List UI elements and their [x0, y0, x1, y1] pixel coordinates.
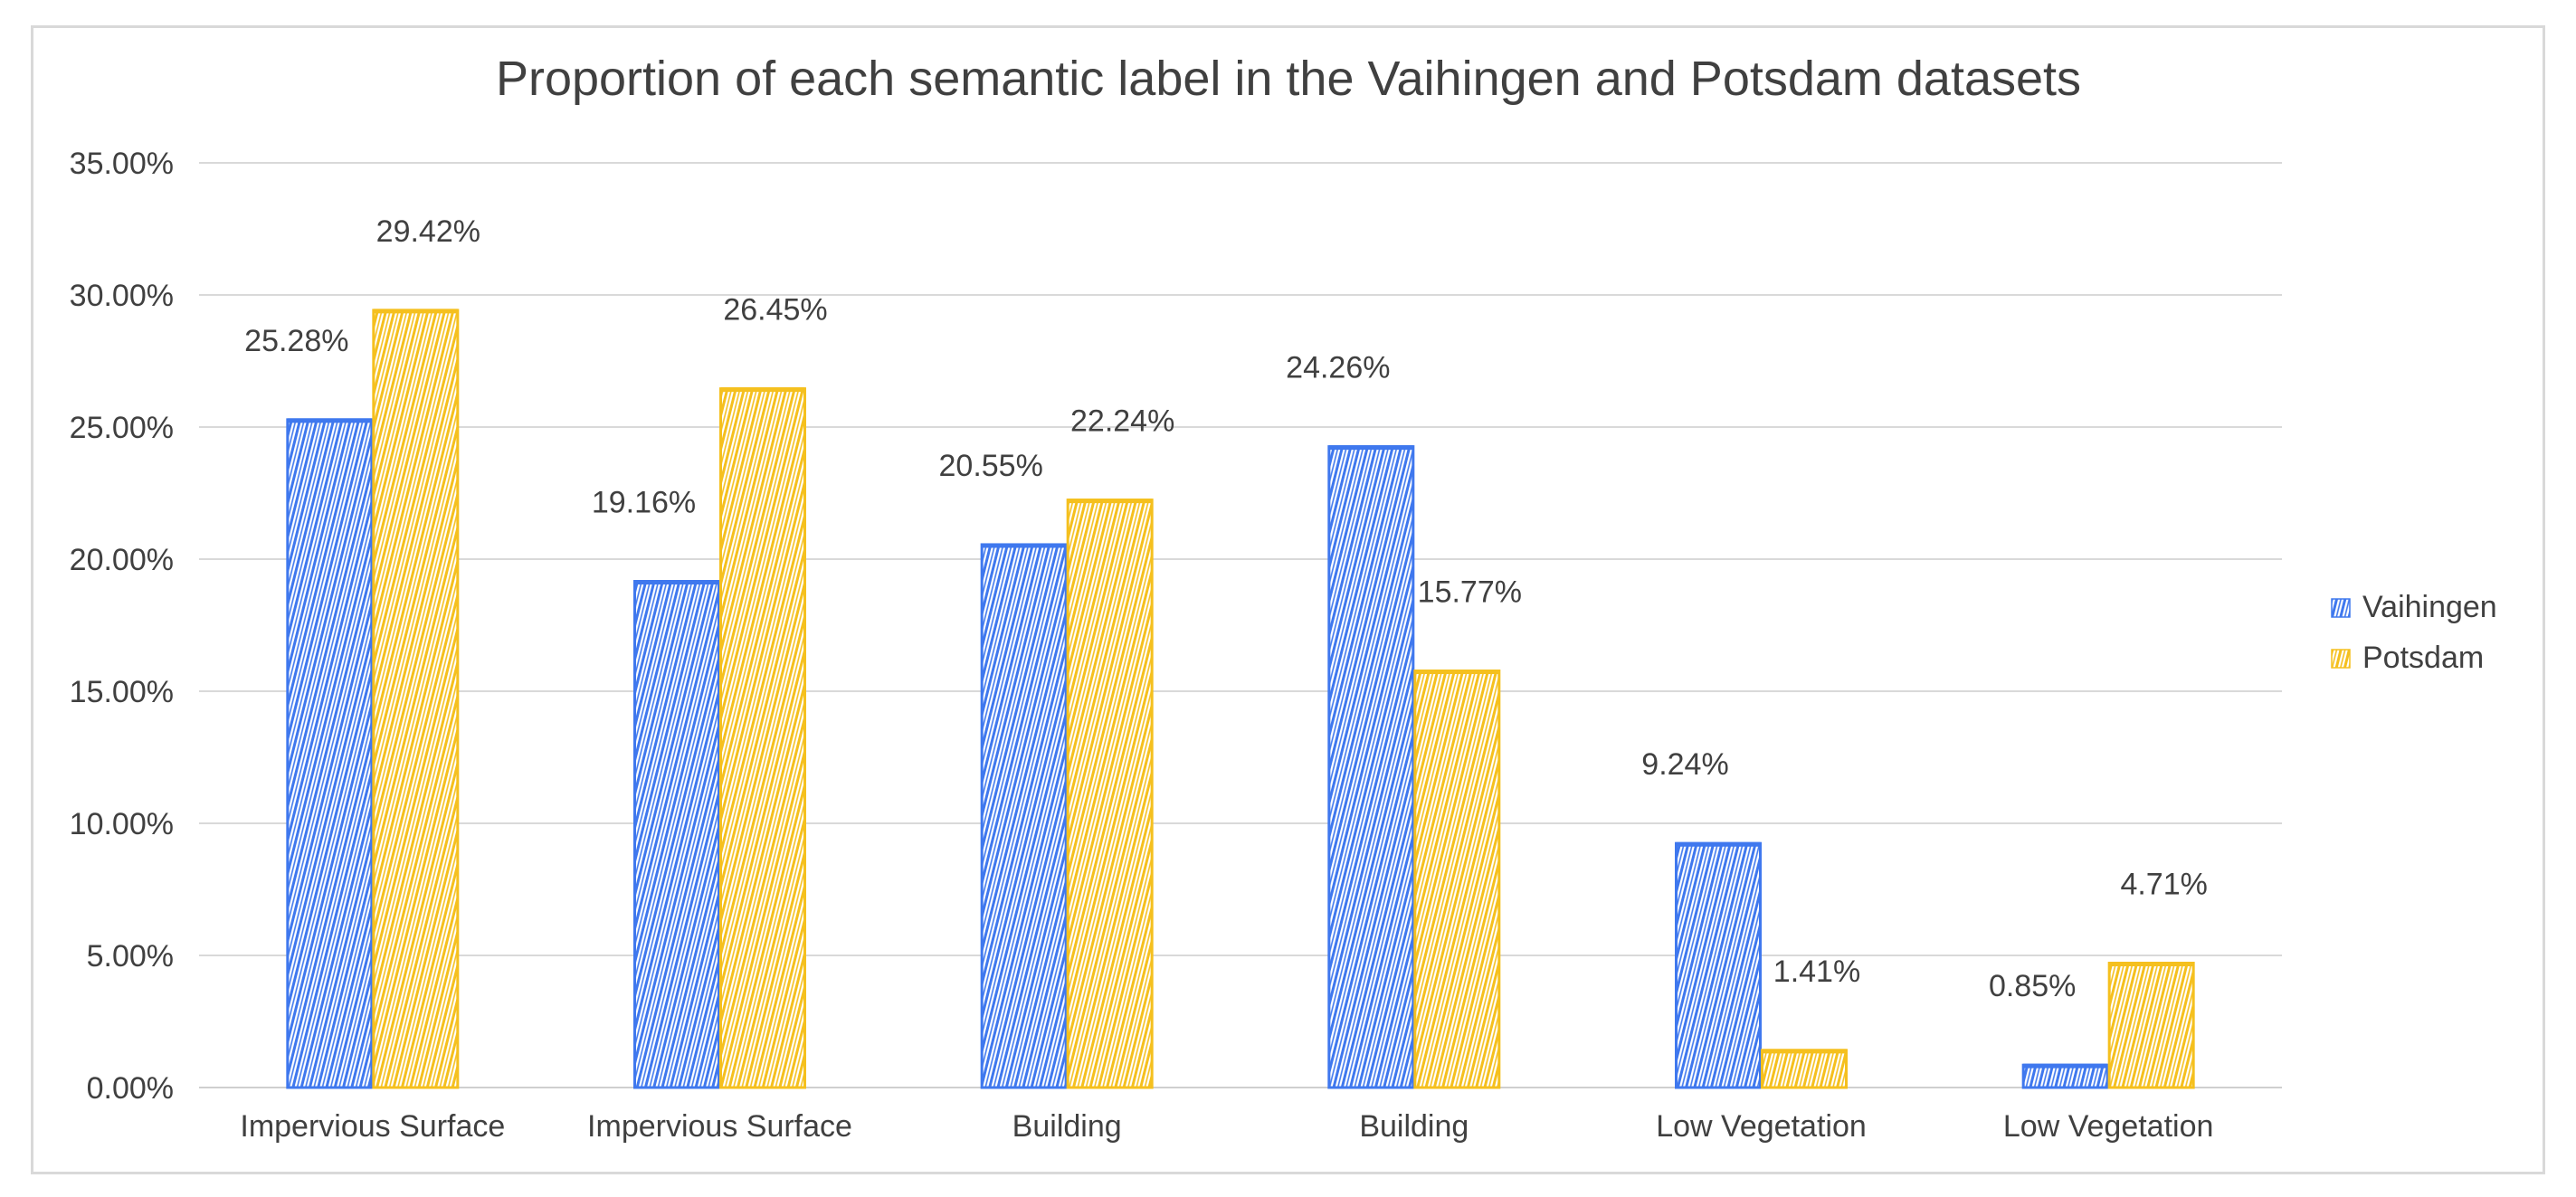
legend-item-potsdam[interactable]: Potsdam	[2331, 641, 2484, 675]
bar-vaihingen-5[interactable]	[1675, 841, 1762, 1089]
y-tick-label: 10.00%	[70, 807, 174, 841]
data-label-vaihingen-3: 20.55%	[939, 449, 1043, 483]
data-label-potsdam-3: 22.24%	[1070, 404, 1174, 439]
y-tick-label: 20.00%	[70, 543, 174, 577]
y-axis-ticks: 0.00% 5.00% 10.00% 15.00% 20.00% 25.00% 30.00%…	[70, 147, 174, 1106]
legend-label: Vaihingen	[2362, 590, 2497, 624]
x-tick-label: Building	[1012, 1109, 1122, 1144]
data-label-potsdam-2: 26.45%	[723, 293, 827, 328]
data-label-potsdam-4: 15.77%	[1418, 575, 1522, 610]
y-tick-label: 5.00%	[87, 939, 174, 974]
bar-potsdam-2[interactable]	[719, 387, 806, 1089]
data-label-potsdam-1: 29.42%	[376, 214, 480, 249]
bar-vaihingen-2[interactable]	[633, 580, 720, 1089]
data-label-vaihingen-1: 25.28%	[244, 324, 348, 358]
bar-vaihingen-6[interactable]	[2021, 1063, 2109, 1089]
x-axis-ticks: Impervious Surface Impervious Surface Buil…	[240, 1109, 2213, 1144]
x-tick-label: Low Vegetation	[1656, 1109, 1867, 1144]
bar-potsdam-6[interactable]	[2107, 961, 2195, 1089]
data-label-vaihingen-6: 0.85%	[1989, 969, 2076, 1003]
bars	[286, 309, 2195, 1089]
y-tick-label: 30.00%	[70, 279, 174, 313]
bar-potsdam-4[interactable]	[1413, 670, 1501, 1089]
y-tick-label: 0.00%	[87, 1071, 174, 1106]
data-label-potsdam-6: 4.71%	[2120, 867, 2207, 901]
legend[interactable]: Vaihingen Potsdam	[2331, 590, 2497, 675]
legend-swatch	[2331, 598, 2351, 618]
gridlines	[199, 162, 2282, 1088]
bar-vaihingen-4[interactable]	[1327, 445, 1415, 1089]
y-tick-label: 15.00%	[70, 675, 174, 709]
data-label-vaihingen-2: 19.16%	[592, 486, 696, 520]
y-tick-label: 35.00%	[70, 147, 174, 181]
bar-potsdam-1[interactable]	[372, 309, 460, 1089]
x-tick-label: Building	[1359, 1109, 1469, 1144]
legend-swatch	[2331, 649, 2351, 669]
x-tick-label: Impervious Surface	[587, 1109, 852, 1144]
x-tick-label: Impervious Surface	[240, 1109, 505, 1144]
bar-vaihingen-1[interactable]	[286, 418, 374, 1089]
data-label-vaihingen-4: 24.26%	[1286, 351, 1390, 385]
data-labels: 25.28% 29.42% 19.16% 26.45% 20.55% 22.24% 24.2…	[244, 214, 2208, 1003]
bar-potsdam-5[interactable]	[1761, 1049, 1848, 1089]
x-tick-label: Low Vegetation	[2003, 1109, 2214, 1144]
bar-vaihingen-3[interactable]	[980, 543, 1068, 1089]
data-label-potsdam-5: 1.41%	[1773, 955, 1860, 989]
legend-label: Potsdam	[2362, 641, 2484, 675]
data-label-vaihingen-5: 9.24%	[1641, 747, 1728, 782]
chart-title: Proportion of each semantic label in the…	[496, 52, 2081, 106]
y-tick-label: 25.00%	[70, 411, 174, 445]
bar-potsdam-3[interactable]	[1066, 499, 1154, 1089]
legend-item-vaihingen[interactable]: Vaihingen	[2331, 590, 2497, 624]
